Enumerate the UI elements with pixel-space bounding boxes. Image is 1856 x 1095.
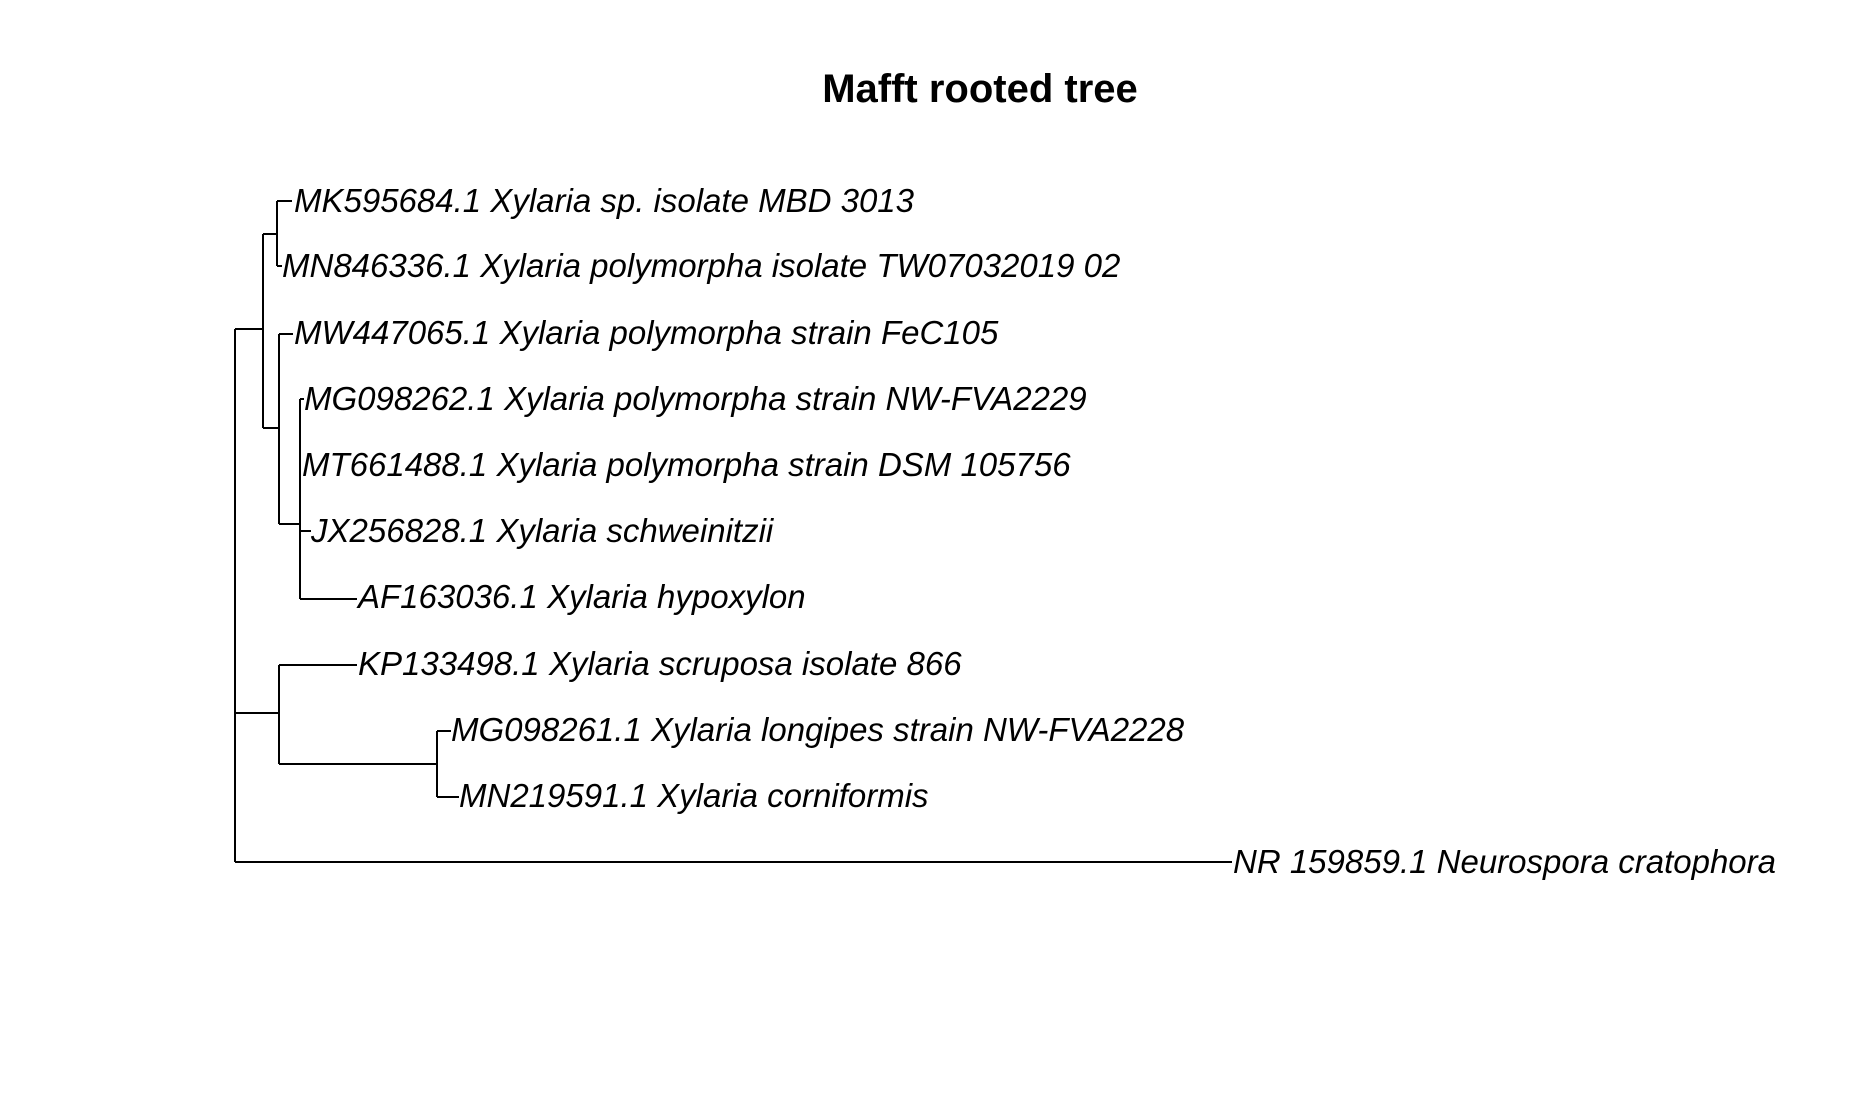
tip-label: AF163036.1 Xylaria hypoxylon xyxy=(356,578,806,615)
tip-label: MW447065.1 Xylaria polymorpha strain FeC… xyxy=(294,314,999,351)
tip-label: NR 159859.1 Neurospora cratophora xyxy=(1233,843,1776,880)
tip-label: MN219591.1 Xylaria corniformis xyxy=(459,777,929,814)
tip-labels: MK595684.1 Xylaria sp. isolate MBD 3013 … xyxy=(282,182,1776,880)
tip-label: MK595684.1 Xylaria sp. isolate MBD 3013 xyxy=(294,182,915,219)
tree-title: Mafft rooted tree xyxy=(822,67,1138,111)
tree-branches xyxy=(234,200,1232,863)
tip-label: MG098261.1 Xylaria longipes strain NW-FV… xyxy=(451,711,1185,748)
tip-label: JX256828.1 Xylaria schweinitzii xyxy=(310,512,775,549)
tip-label: MN846336.1 Xylaria polymorpha isolate TW… xyxy=(282,247,1120,284)
tip-label: KP133498.1 Xylaria scruposa isolate 866 xyxy=(358,645,962,682)
tip-label: MT661488.1 Xylaria polymorpha strain DSM… xyxy=(302,446,1071,483)
tip-label: MG098262.1 Xylaria polymorpha strain NW-… xyxy=(304,380,1087,417)
